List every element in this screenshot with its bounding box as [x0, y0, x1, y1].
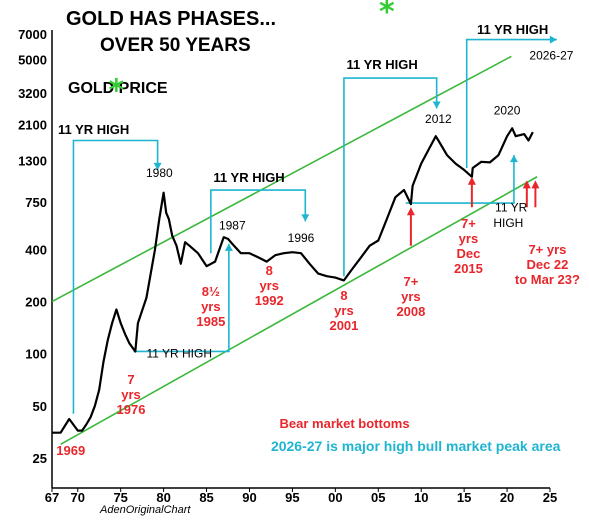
trend-channel: [51, 55, 538, 445]
y-tick-400: 400: [25, 242, 47, 257]
x-tick-85: 85: [199, 490, 213, 505]
y-tick-25: 25: [33, 451, 47, 466]
star-1969: *: [109, 73, 125, 108]
x-tick-25: 25: [543, 490, 557, 505]
bottom-label-2-2: 1985: [196, 314, 225, 329]
x-tick-75: 75: [113, 490, 127, 505]
projection-label: 2026-27: [529, 48, 573, 62]
x-tick-90: 90: [242, 490, 256, 505]
bottom-label-4-2: 2001: [329, 318, 358, 333]
eleven-year-high-boxes: [72, 35, 557, 414]
y-tick-100: 100: [25, 347, 47, 362]
bottom-label-1-0: 7: [127, 372, 134, 387]
arrowhead-2026: [549, 35, 557, 44]
arrowhead-1987: [224, 243, 233, 251]
eleven-yr-high-1987: 11 YR HIGH: [213, 170, 284, 185]
y-tick-2100: 2100: [18, 118, 47, 133]
bottom-label-6-3: 2015: [454, 261, 483, 276]
y-tick-5000: 5000: [18, 52, 47, 67]
x-tick-05: 05: [371, 490, 385, 505]
y-tick-200: 200: [25, 295, 47, 310]
eleven-yr-high-2001: 11 YR HIGH: [347, 57, 418, 72]
channel-upper: [51, 55, 512, 303]
bottom-label-6-2: Dec: [457, 246, 481, 261]
arrow-2022-a-head: [522, 180, 531, 189]
bottom-label-1-1: yrs: [121, 387, 141, 402]
arrow-2022-b-head: [531, 180, 540, 189]
channel-lower: [60, 176, 538, 445]
x-tick-20: 20: [500, 490, 514, 505]
peak-label-1996: 1996: [288, 231, 315, 245]
y-tick-labels: 7000 5000 3200 2100 1300 750 400 200 100 50 25: [18, 27, 47, 466]
annotations: 1980 1987 1996 2012 2020 2026-27 11 YR HIGH 11 …: [56, 0, 580, 458]
bottom-label-4-0: 8: [340, 288, 347, 303]
y-tick-3200: 3200: [18, 86, 47, 101]
x-tick-10: 10: [414, 490, 428, 505]
y-tick-50: 50: [33, 399, 47, 414]
series-label: GOLD PRICE: [68, 80, 168, 97]
price-line: [52, 127, 534, 434]
box-1987: [210, 189, 307, 254]
peak-label-2020: 2020: [494, 104, 521, 118]
star-2001: *: [379, 0, 395, 30]
bear-market-bottoms-label: Bear market bottoms: [280, 416, 410, 431]
chart-title: GOLD HAS PHASES...: [66, 8, 276, 30]
box-2008: [405, 155, 515, 204]
arrow-2008-head: [406, 207, 415, 216]
box-1969: [72, 139, 159, 414]
bottom-label-3-1: yrs: [259, 278, 279, 293]
peak-label-1980: 1980: [146, 166, 173, 180]
eleven-yr-high-2008-a: 11 YR: [495, 201, 528, 215]
x-tick-70: 70: [71, 490, 85, 505]
bottom-arrows: [406, 176, 540, 246]
y-tick-750: 750: [25, 195, 47, 210]
arrowhead-1996: [301, 214, 310, 222]
arrowhead-1980: [153, 162, 162, 170]
bottom-label-5-0: 7+: [403, 274, 418, 289]
bottom-label-0-0: 1969: [56, 443, 85, 458]
x-tick-labels: 67 70 75 80 85 90 95 00 05 10 15 20 25: [45, 488, 557, 505]
eleven-yr-high-2015: 11 YR HIGH: [477, 22, 548, 37]
box-1976: [133, 243, 230, 353]
eleven-yr-high-1969: 11 YR HIGH: [58, 122, 129, 137]
bottom-label-4-1: yrs: [334, 303, 354, 318]
chart-subtitle: OVER 50 YEARS: [100, 35, 251, 56]
x-tick-00: 00: [328, 490, 342, 505]
y-tick-1300: 1300: [18, 154, 47, 169]
bottom-label-2-1: yrs: [201, 299, 221, 314]
bottom-label-6-0: 7+: [461, 216, 476, 231]
peak-label-2012: 2012: [425, 112, 452, 126]
bottom-label-5-2: 2008: [396, 304, 425, 319]
box-2001: [343, 77, 438, 277]
box-2015: [465, 38, 557, 168]
bottom-label-6-1: yrs: [459, 231, 479, 246]
eleven-yr-high-1976: 11 YR HIGH: [146, 347, 212, 361]
bottom-label-3-2: 1992: [255, 293, 284, 308]
arrowhead-2020: [509, 155, 518, 163]
y-tick-7000: 7000: [18, 27, 47, 42]
gold-price-series: [52, 127, 534, 434]
source-label: AdenOriginalChart: [99, 504, 191, 516]
bottom-label-5-1: yrs: [401, 289, 421, 304]
arrowhead-2012: [432, 101, 441, 109]
bottom-label-7-0: 7+ yrs: [528, 242, 566, 257]
bottom-label-7-1: Dec 22: [526, 257, 568, 272]
x-tick-15: 15: [457, 490, 471, 505]
eleven-yr-high-2008-b: HIGH: [493, 216, 523, 230]
footer-note: 2026-27 is major high bull market peak a…: [271, 438, 561, 454]
x-tick-80: 80: [156, 490, 170, 505]
bottom-label-3-0: 8: [266, 263, 273, 278]
x-tick-95: 95: [285, 490, 299, 505]
bottom-label-7-2: to Mar 23?: [515, 272, 580, 287]
x-tick-67: 67: [45, 490, 59, 505]
peak-label-1987: 1987: [219, 219, 246, 233]
bottom-label-2-0: 8½: [202, 284, 220, 299]
bottom-label-1-2: 1976: [117, 402, 146, 417]
arrow-2015-head: [467, 176, 476, 185]
